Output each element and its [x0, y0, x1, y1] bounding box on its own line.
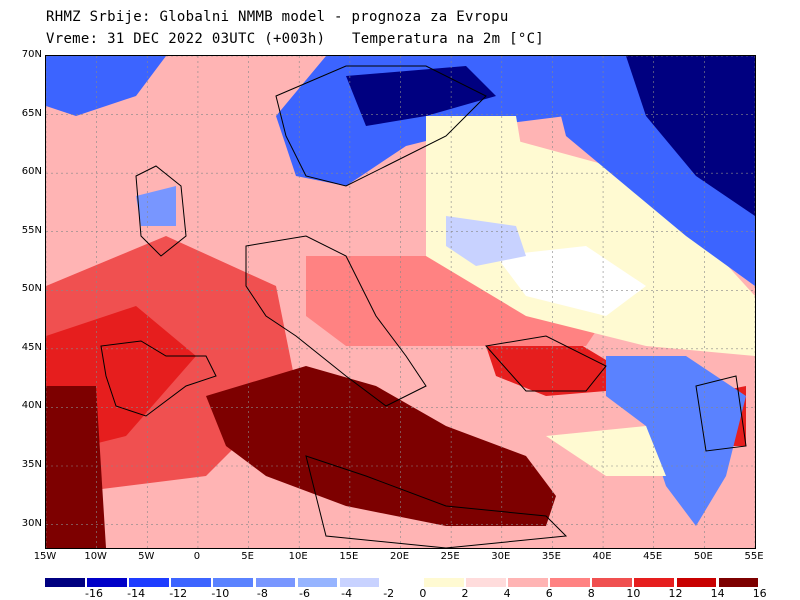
temp-field-baltic-cold: [446, 216, 526, 266]
color-bar-label: 8: [587, 587, 595, 600]
map-panel: [45, 55, 756, 549]
color-bar-swatch: [634, 578, 675, 587]
lon-tick-label: 40E: [592, 551, 612, 562]
lon-tick-label: 20E: [389, 551, 410, 562]
color-bar-label: 14: [710, 587, 725, 600]
color-bar-swatch: [45, 578, 85, 587]
color-bar: [45, 578, 760, 587]
graticule: [46, 56, 755, 548]
color-bar-swatch: [508, 578, 548, 587]
lon-tick-label: 0: [193, 551, 201, 562]
lat-tick-label: 70N: [21, 49, 42, 60]
temp-field-southwest: [46, 386, 106, 548]
color-bar-label: -4: [341, 587, 353, 600]
color-bar-swatch: [676, 578, 717, 587]
lon-tick-label: 5W: [138, 551, 155, 562]
color-bar-swatch: [423, 578, 464, 587]
temp-field-caucasus: [606, 356, 746, 526]
temp-field-mediterranean: [206, 366, 556, 526]
lat-tick-label: 55N: [21, 224, 42, 236]
temp-field-black-sea: [486, 336, 616, 396]
lat-tick-label: 30N: [21, 517, 42, 529]
color-bar-label: -14: [127, 587, 146, 600]
lat-tick-label: 40N: [21, 400, 42, 412]
lon-tick-label: 55E: [744, 551, 764, 562]
color-bar-label: -16: [85, 587, 103, 600]
temp-field-russia-core: [626, 56, 755, 216]
color-bar-label: -8: [256, 587, 268, 600]
color-bar-label: -12: [169, 587, 188, 600]
forecast-time: Vreme: 31 DEC 2022 03UTC (+003h): [46, 31, 326, 47]
lon-tick-label: 25E: [440, 551, 460, 562]
color-bar-label: 10: [626, 587, 641, 600]
color-bar-swatch: [381, 578, 422, 587]
variable-label: Temperatura na 2m [°C]: [352, 31, 545, 47]
lat-tick-label: 35N: [21, 459, 42, 470]
temp-field-finland: [426, 116, 526, 186]
lon-tick-label: 15W: [33, 551, 57, 562]
lat-tick-label: 65N: [21, 107, 42, 119]
color-bar-swatch: [87, 578, 127, 587]
color-bar-swatch: [213, 578, 254, 587]
temp-field-scotland: [136, 186, 176, 226]
chart-title: RHMZ Srbije: Globalni NMMB model - progn…: [46, 9, 509, 25]
color-bar-label: -6: [299, 587, 310, 600]
color-bar-swatch: [592, 578, 633, 587]
color-bar-label: 12: [668, 587, 683, 600]
lon-tick-label: 15E: [339, 551, 359, 562]
temp-field-belarus: [496, 246, 646, 316]
color-bar-swatch: [550, 578, 590, 587]
color-bar-label: 16: [752, 587, 767, 600]
color-bar-label: 6: [545, 587, 553, 600]
color-bar-swatch: [339, 578, 380, 587]
color-bar-label: -2: [383, 587, 395, 600]
temp-field-lapland: [346, 66, 496, 126]
temp-field-scandinavia: [276, 56, 566, 186]
temp-field-northwest: [46, 56, 166, 116]
lat-tick-label: 60N: [21, 166, 42, 178]
color-bar-label: 0: [419, 587, 427, 600]
lon-tick-label: 45E: [643, 551, 663, 562]
color-bar-label: 2: [461, 587, 469, 600]
lat-tick-label: 50N: [21, 283, 42, 295]
coastlines: [100, 65, 747, 548]
lon-tick-label: 10E: [288, 551, 308, 562]
color-bar-swatch: [255, 578, 296, 587]
lat-tick-label: 45N: [21, 341, 42, 353]
lon-tick-label: 5E: [241, 551, 254, 562]
color-bar-swatch: [171, 578, 212, 587]
temperature-map: [46, 56, 755, 548]
color-bar-label: -10: [211, 587, 230, 600]
color-bar-label: 4: [503, 587, 511, 600]
lon-tick-label: 30E: [491, 551, 511, 562]
temp-field-anatolia: [546, 426, 666, 476]
color-bar-swatch: [297, 578, 338, 587]
color-bar-swatch: [129, 578, 169, 587]
lon-tick-label: 10W: [84, 551, 107, 562]
lon-tick-label: 35E: [541, 551, 561, 562]
color-bar-swatch: [718, 578, 759, 587]
lon-tick-label: 50E: [693, 551, 713, 562]
color-bar-swatch: [466, 578, 506, 587]
